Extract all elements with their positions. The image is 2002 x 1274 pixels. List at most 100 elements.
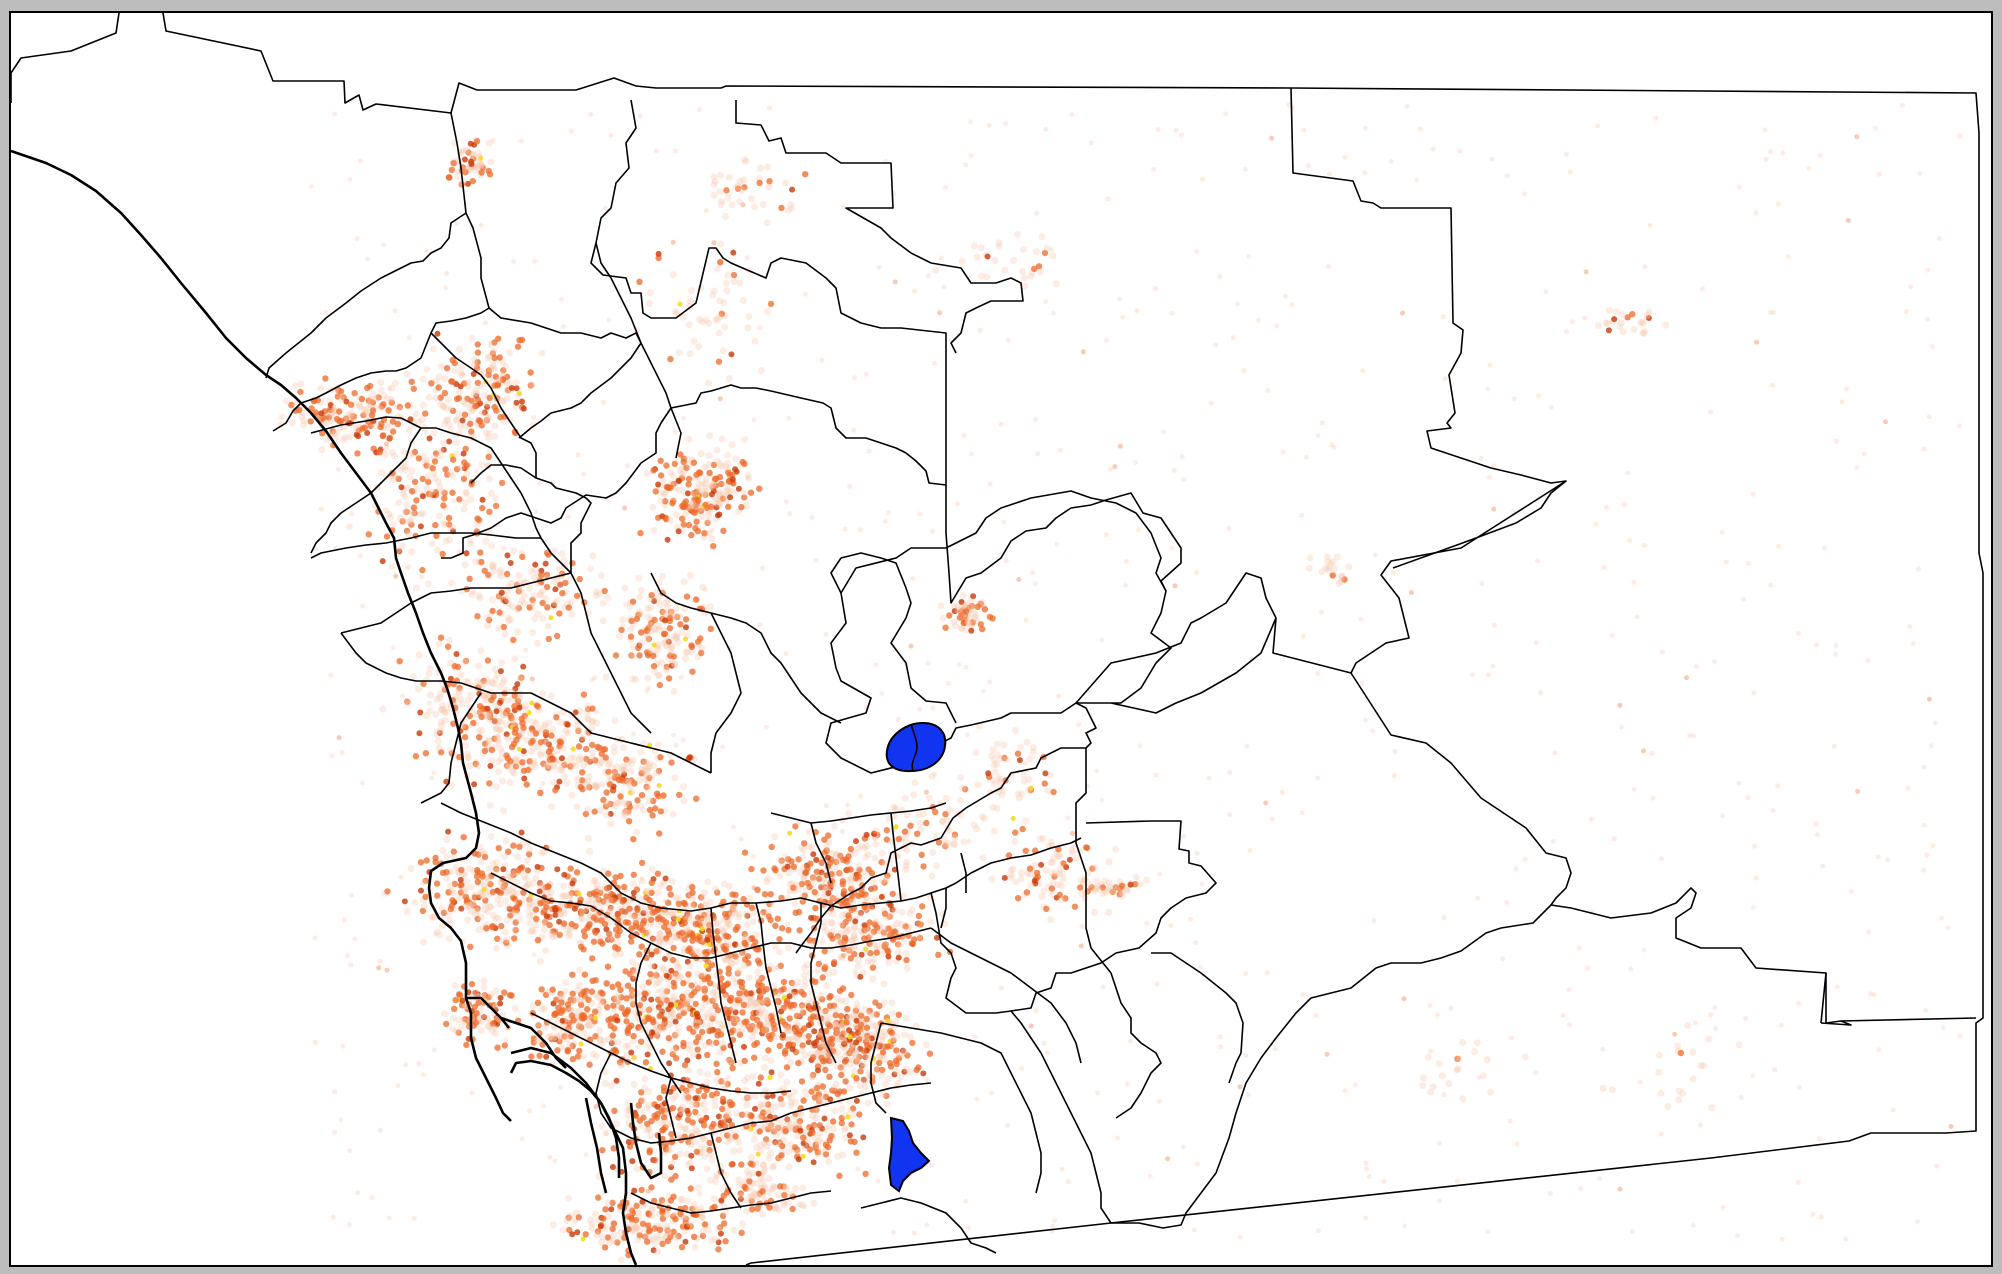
incident-point [685,475,693,483]
incident-point [643,649,651,656]
incident-point [715,1136,722,1143]
incident-point [701,484,709,492]
incident-point [583,783,591,791]
incident-point [656,783,662,788]
incident-point [437,904,445,912]
incident-point [915,920,923,927]
incident-point [903,956,910,964]
incident-point [697,507,705,515]
incident-point [670,944,677,952]
incident-point [842,1078,849,1085]
incident-point [937,602,945,610]
incident-point [679,515,686,522]
incident-point [457,695,465,703]
incident-point [656,1012,663,1020]
incident-point [533,915,540,923]
incident-point [724,459,732,467]
incident-point [457,876,464,883]
incident-point [683,636,688,642]
incident-point [803,961,811,969]
incident-point [531,615,539,622]
incident-point [612,652,620,659]
incident-point [736,978,744,986]
incident-point [698,513,706,521]
incident-point [411,509,418,517]
incident-point [507,560,514,566]
incident-point [481,747,489,755]
incident-point [689,668,696,675]
incident-point [834,1029,842,1036]
incident-point [616,633,623,641]
incident-point [845,1114,851,1120]
incident-point [767,1075,773,1081]
incident-point [809,1129,816,1136]
incident-point [433,532,440,539]
incident-point [637,586,645,594]
incident-point [854,962,862,970]
incident-point [422,750,430,757]
incident-point [277,421,285,429]
incident-point [744,953,751,960]
incident-point [662,617,669,624]
incident-point [604,594,612,602]
incident-point [773,1140,781,1147]
incident-point [425,670,433,678]
incident-point [922,1041,930,1049]
incident-point [530,592,538,600]
incident-point [714,1007,722,1014]
incident-point [639,1097,647,1105]
incident-point [680,578,688,586]
incident-point [442,874,450,882]
incident-point [968,627,975,634]
incident-point [608,1206,615,1213]
incident-point [360,406,368,414]
incident-point [617,1062,625,1070]
incident-point [644,764,652,772]
incident-point [558,999,565,1006]
incident-point [677,621,684,628]
incident-point [1066,856,1073,863]
incident-point [527,568,535,575]
incident-point [653,1232,661,1240]
incident-point [765,913,772,920]
incident-point [710,1120,717,1128]
incident-point [850,1010,858,1018]
incident-point [752,1105,758,1112]
incident-point [624,1029,631,1037]
incident-point [406,473,414,481]
incident-point [568,611,576,618]
incident-point [585,773,593,781]
incident-point [748,865,755,873]
incident-point [695,1184,702,1192]
incident-point [445,521,453,528]
incident-point [549,725,557,733]
incident-point [498,705,506,713]
incident-point [607,1082,615,1090]
incident-point [718,480,725,488]
incident-point [401,517,409,525]
incident-point [347,411,355,419]
incident-point [628,938,635,945]
incident-point [859,1063,867,1071]
incident-point [647,742,653,748]
incident-point [346,433,354,441]
incident-point [619,898,626,905]
incident-point [721,945,728,953]
incident-point [596,1027,604,1034]
incident-point [596,744,603,752]
incident-point [893,920,901,928]
incident-point [458,371,466,379]
incident-point [495,376,503,384]
incident-point [772,922,779,929]
incident-point [477,160,485,168]
incident-point [760,1027,768,1035]
incident-point [693,1148,701,1156]
incident-point [467,140,474,147]
incident-point [558,550,566,557]
incident-point [377,379,385,387]
incident-point [597,938,604,945]
incident-point [630,836,637,843]
incident-point [655,625,663,633]
incident-point [626,803,633,811]
incident-point [592,757,599,764]
